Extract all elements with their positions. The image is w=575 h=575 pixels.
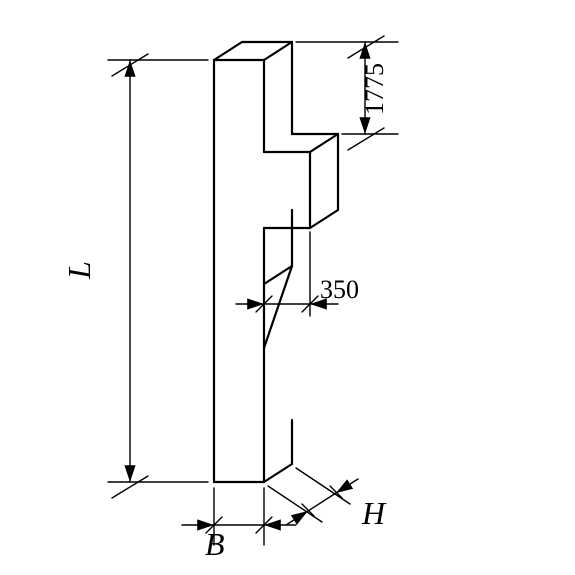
label-1775: 1775 [360, 63, 389, 115]
dimension-B: B [182, 488, 296, 562]
dimension-350: 350 [236, 232, 359, 316]
label-L: L [61, 261, 97, 280]
label-B: B [205, 526, 225, 562]
engineering-drawing: L 1775 350 B [0, 0, 575, 575]
dimension-L: L [61, 54, 208, 498]
dimension-H: H [268, 468, 387, 531]
part-outline [214, 42, 338, 482]
label-H: H [361, 495, 387, 531]
label-350: 350 [320, 275, 359, 304]
